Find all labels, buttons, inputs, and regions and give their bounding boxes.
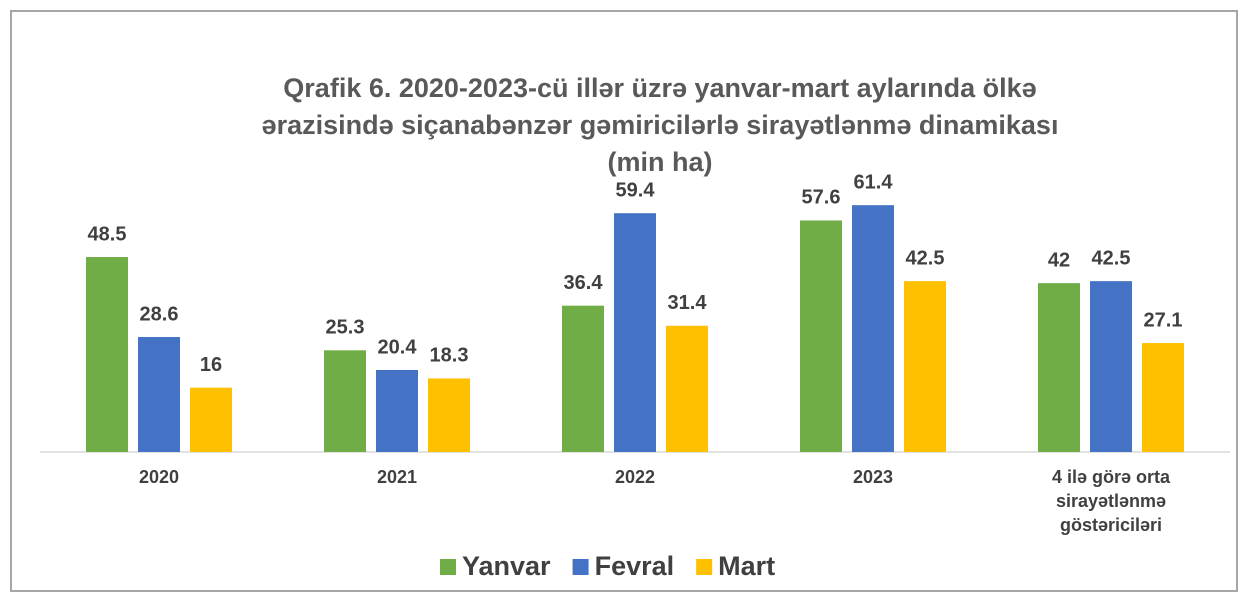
chart-title: Qrafik 6. 2020-2023-cü illər üzrə yanvar… — [262, 73, 1059, 177]
bar — [904, 281, 946, 452]
legend-swatch — [572, 559, 589, 575]
bar — [1090, 281, 1132, 452]
bar — [800, 220, 842, 452]
value-label: 42.5 — [1092, 247, 1131, 269]
value-label: 16 — [200, 354, 222, 376]
legend-swatch — [696, 559, 713, 575]
x-tick-label: 2020 — [139, 467, 179, 487]
bar — [190, 387, 232, 452]
x-tick-label: 4 ilə görə orta sirayətlənmə göstəriciləri — [1052, 467, 1171, 535]
value-label: 36.4 — [564, 272, 604, 294]
value-label: 42 — [1048, 249, 1070, 271]
value-label: 42.5 — [906, 247, 945, 269]
legend-label: Fevral — [595, 551, 675, 581]
bar — [86, 257, 128, 452]
bar — [138, 337, 180, 452]
value-label: 20.4 — [378, 336, 418, 358]
bar — [1142, 343, 1184, 452]
bar — [852, 205, 894, 452]
x-tick-label: 2022 — [615, 467, 655, 487]
bar — [428, 378, 470, 452]
x-tick-label: 2021 — [377, 467, 417, 487]
value-label: 59.4 — [616, 179, 656, 201]
x-tick-label: 2023 — [853, 467, 893, 487]
value-label: 25.3 — [326, 317, 365, 339]
value-label: 31.4 — [668, 292, 708, 314]
bar — [666, 325, 708, 452]
value-label: 57.6 — [802, 187, 841, 209]
bar — [324, 350, 366, 452]
value-label: 61.4 — [854, 171, 894, 193]
bar — [614, 213, 656, 452]
legend-label: Mart — [718, 551, 775, 581]
legend-label: Yanvar — [462, 551, 551, 581]
legend-swatch — [440, 559, 456, 575]
value-label: 48.5 — [88, 223, 127, 245]
value-label: 18.3 — [430, 345, 469, 367]
bar — [562, 305, 604, 452]
value-label: 28.6 — [140, 303, 179, 325]
value-label: 27.1 — [1144, 309, 1183, 331]
bar — [1038, 283, 1080, 452]
bar — [376, 369, 418, 452]
